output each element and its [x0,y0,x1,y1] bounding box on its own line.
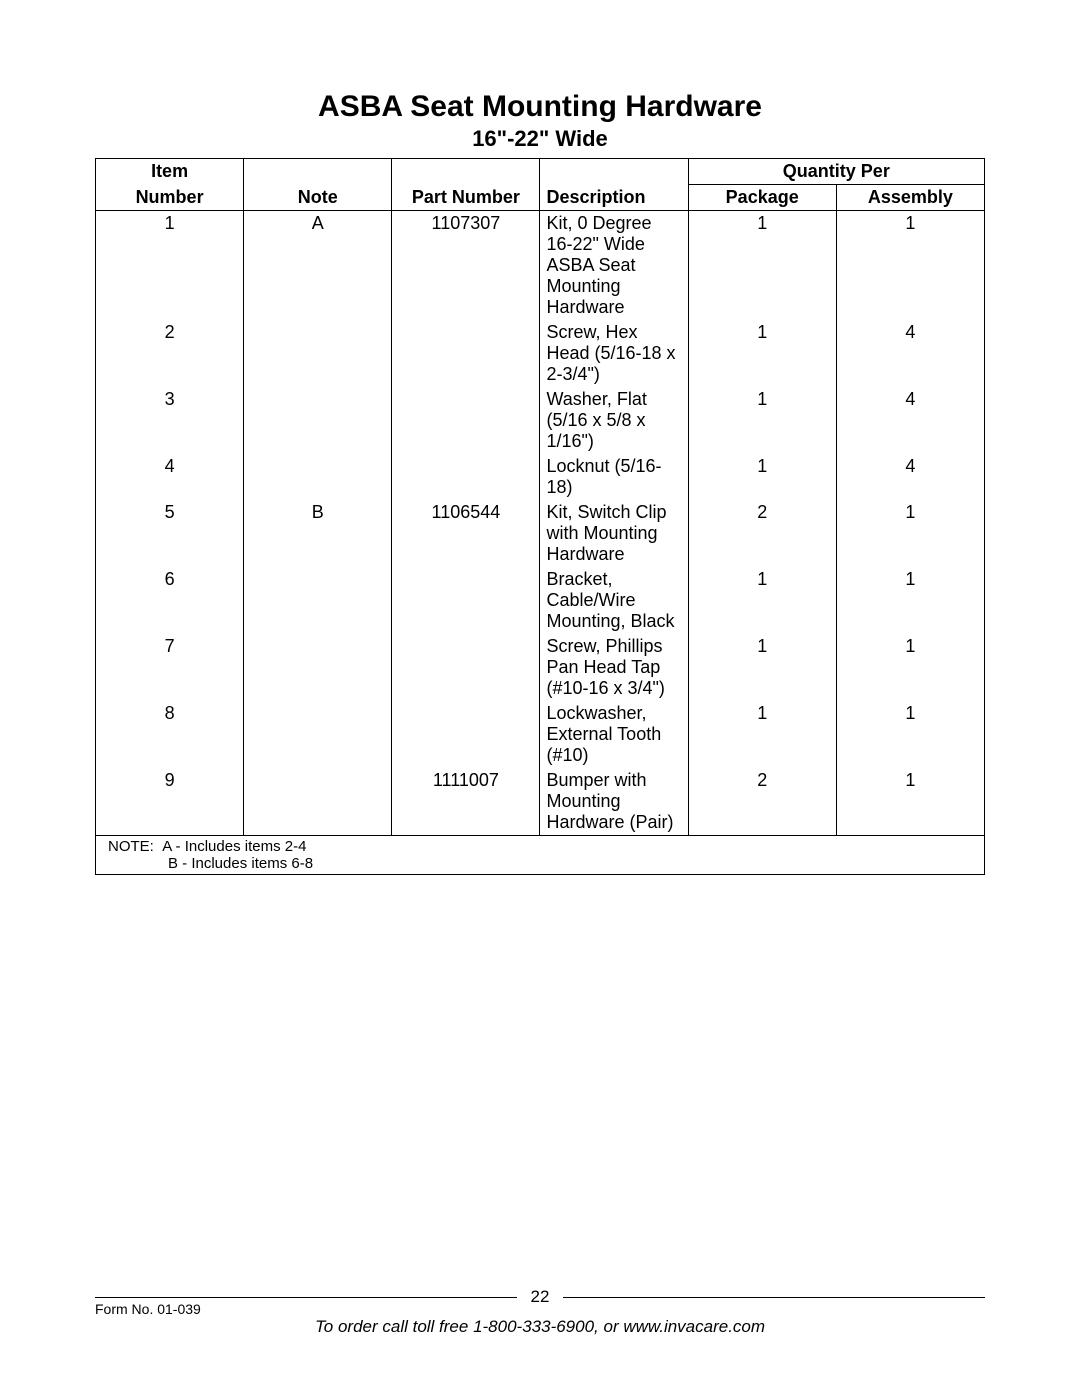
cell-part-number [392,567,540,634]
cell-note [244,454,392,500]
footer-order-text: To order call toll free 1-800-333-6900, … [0,1317,1080,1337]
header-qty-per: Quantity Per [688,159,984,185]
cell-part-number [392,634,540,701]
cell-item-number: 3 [96,387,244,454]
cell-description: Lockwasher, External Tooth (#10) [540,701,688,768]
footer-form-number: Form No. 01-039 [95,1301,201,1317]
table-row: 8Lockwasher, External Tooth (#10)11 [96,701,985,768]
cell-package-qty: 2 [688,768,836,836]
page-title: ASBA Seat Mounting Hardware [95,90,985,124]
cell-assembly-qty: 4 [836,320,984,387]
header-blank-part [392,159,540,185]
header-item-top: Item [96,159,244,185]
footer-page-number: 22 [531,1287,550,1307]
cell-package-qty: 1 [688,567,836,634]
cell-part-number [392,320,540,387]
cell-part-number [392,701,540,768]
cell-note [244,320,392,387]
cell-item-number: 1 [96,211,244,321]
header-assembly: Assembly [836,185,984,211]
cell-description: Washer, Flat (5/16 x 5/8 x 1/16") [540,387,688,454]
table-row: 5B1106544Kit, Switch Clip with Mounting … [96,500,985,567]
parts-table: Item Quantity Per Number Note Part Numbe… [95,158,985,875]
cell-part-number: 1107307 [392,211,540,321]
cell-item-number: 7 [96,634,244,701]
cell-part-number: 1106544 [392,500,540,567]
cell-part-number [392,454,540,500]
cell-assembly-qty: 1 [836,634,984,701]
cell-note: B [244,500,392,567]
cell-description: Bumper with Mounting Hardware (Pair) [540,768,688,836]
header-part-number: Part Number [392,185,540,211]
table-note-line-1: A - Includes items 2-4 [162,838,306,855]
table-note-line-2: B - Includes items 6-8 [102,855,978,872]
cell-item-number: 2 [96,320,244,387]
cell-assembly-qty: 1 [836,768,984,836]
header-description: Description [540,185,688,211]
cell-package-qty: 1 [688,320,836,387]
cell-assembly-qty: 1 [836,567,984,634]
table-row: 3 Washer, Flat (5/16 x 5/8 x 1/16")14 [96,387,985,454]
cell-description: Kit, 0 Degree 16-22" Wide ASBA Seat Moun… [540,211,688,321]
cell-item-number: 5 [96,500,244,567]
cell-assembly-qty: 4 [836,387,984,454]
page-subtitle: 16"-22" Wide [95,126,985,152]
cell-package-qty: 1 [688,634,836,701]
cell-package-qty: 1 [688,211,836,321]
cell-note [244,567,392,634]
table-note: NOTE: A - Includes items 2-4 B - Include… [96,836,985,875]
table-row: 7 Screw, Phillips Pan Head Tap (#10-16 x … [96,634,985,701]
footer-rule-left [95,1297,517,1298]
header-note: Note [244,185,392,211]
cell-part-number: 1111007 [392,768,540,836]
cell-note [244,701,392,768]
cell-assembly-qty: 1 [836,500,984,567]
cell-note: A [244,211,392,321]
header-blank-note [244,159,392,185]
cell-description: Screw, Hex Head (5/16-18 x 2-3/4") [540,320,688,387]
cell-item-number: 6 [96,567,244,634]
cell-description: Bracket, Cable/Wire Mounting, Black [540,567,688,634]
footer-rule-right [563,1297,985,1298]
cell-note [244,634,392,701]
cell-package-qty: 1 [688,454,836,500]
cell-package-qty: 2 [688,500,836,567]
page-footer: 22 Form No. 01-039 To order call toll fr… [0,1287,1080,1337]
cell-description: Screw, Phillips Pan Head Tap (#10-16 x 3… [540,634,688,701]
header-item-number: Number [96,185,244,211]
cell-package-qty: 1 [688,387,836,454]
table-row: 6Bracket, Cable/Wire Mounting, Black11 [96,567,985,634]
cell-description: Locknut (5/16-18) [540,454,688,500]
cell-item-number: 9 [96,768,244,836]
cell-part-number [392,387,540,454]
header-blank-desc [540,159,688,185]
cell-item-number: 8 [96,701,244,768]
table-row: 9 1111007Bumper with Mounting Hardware (P… [96,768,985,836]
cell-assembly-qty: 1 [836,211,984,321]
cell-item-number: 4 [96,454,244,500]
cell-description: Kit, Switch Clip with Mounting Hardware [540,500,688,567]
table-row: 1A1107307Kit, 0 Degree 16-22" Wide ASBA … [96,211,985,321]
header-package: Package [688,185,836,211]
table-row: 4Locknut (5/16-18)14 [96,454,985,500]
cell-note [244,768,392,836]
cell-assembly-qty: 4 [836,454,984,500]
table-note-label: NOTE: [102,838,154,855]
cell-assembly-qty: 1 [836,701,984,768]
table-row: 2 Screw, Hex Head (5/16-18 x 2-3/4")14 [96,320,985,387]
cell-note [244,387,392,454]
cell-package-qty: 1 [688,701,836,768]
